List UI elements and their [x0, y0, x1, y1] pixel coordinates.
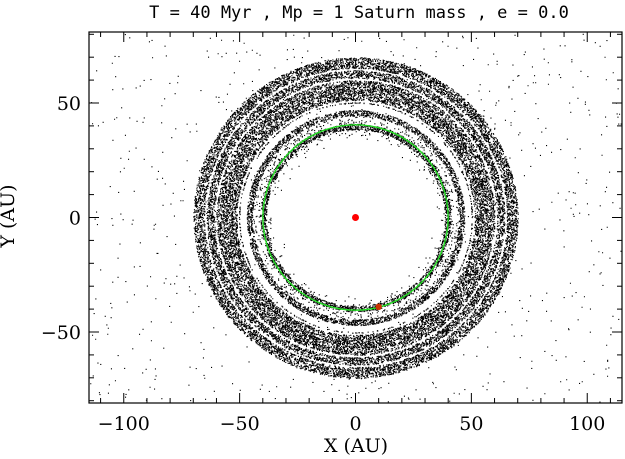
y-tick-label: 50: [57, 93, 81, 115]
marker-layer: [352, 214, 382, 311]
disk-particles: [90, 33, 622, 403]
star-marker: [352, 214, 359, 221]
planet-marker: [375, 303, 382, 311]
particle-scatter: [90, 33, 622, 403]
tick-labels: −100 −50 0 50 100 −50 0 50: [41, 93, 605, 435]
x-tick-label: −100: [98, 413, 150, 435]
x-tick-label: 50: [459, 413, 483, 435]
x-axis-label: X (AU): [324, 435, 388, 457]
planet-orbit-layer: [262, 124, 449, 311]
y-tick-label: −50: [41, 322, 81, 344]
x-tick-label: 100: [569, 413, 605, 435]
y-axis-label: Y (AU): [0, 184, 19, 248]
y-tick-label: 0: [69, 208, 81, 230]
chart-title: T = 40 Myr , Mp = 1 Saturn mass , e = 0.…: [149, 3, 569, 23]
planet-orbit: [262, 124, 449, 311]
axis-ticks: [89, 32, 622, 403]
x-tick-label: 0: [349, 413, 361, 435]
x-tick-label: −50: [220, 413, 260, 435]
